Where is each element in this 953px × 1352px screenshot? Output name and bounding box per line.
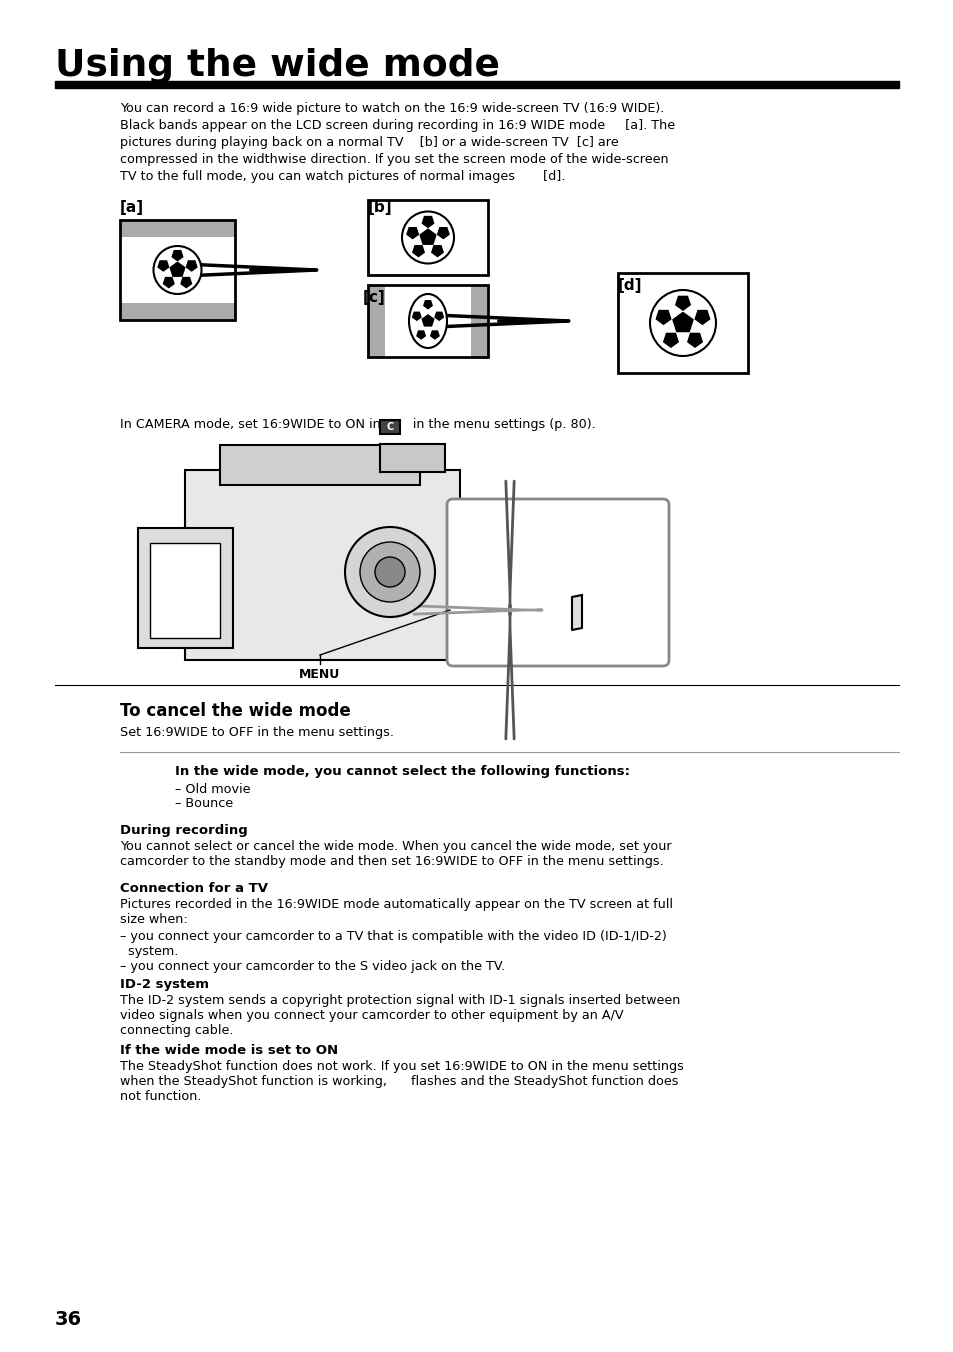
Bar	[55, 81, 898, 88]
Text: size when:: size when:	[120, 913, 188, 926]
Polygon shape	[181, 277, 192, 288]
Text: compressed in the widthwise direction. If you set the screen mode of the wide-sc: compressed in the widthwise direction. I…	[120, 153, 668, 166]
Bar	[379, 420, 399, 434]
Polygon shape	[672, 312, 692, 331]
FancyBboxPatch shape	[447, 499, 668, 667]
Bar	[138, 529, 233, 648]
Polygon shape	[158, 261, 169, 270]
Bar	[368, 285, 488, 357]
Text: when the SteadyShot function is working,      flashes and the SteadyShot functio: when the SteadyShot function is working,…	[120, 1075, 678, 1088]
Polygon shape	[163, 277, 173, 288]
Circle shape	[375, 557, 405, 587]
Bar	[368, 285, 488, 357]
Text: 36: 36	[55, 1310, 82, 1329]
Bar	[450, 635, 468, 641]
Polygon shape	[413, 246, 424, 257]
Text: pictures during playing back on a normal TV    [b] or a wide-screen TV  [c] are: pictures during playing back on a normal…	[120, 137, 618, 149]
Text: system.: system.	[120, 945, 178, 959]
Bar	[185, 470, 459, 660]
Text: In the wide mode, you cannot select the following functions:: In the wide mode, you cannot select the …	[174, 765, 629, 777]
Polygon shape	[695, 311, 709, 324]
Ellipse shape	[649, 289, 716, 356]
Polygon shape	[407, 227, 418, 238]
Text: Pictures recorded in the 16:9WIDE mode automatically appear on the TV screen at : Pictures recorded in the 16:9WIDE mode a…	[120, 898, 672, 911]
Polygon shape	[437, 227, 449, 238]
Bar	[120, 220, 234, 320]
Polygon shape	[572, 595, 581, 630]
Text: To cancel the wide mode: To cancel the wide mode	[120, 702, 351, 721]
Polygon shape	[172, 250, 183, 261]
Text: If the wide mode is set to ON: If the wide mode is set to ON	[120, 1044, 337, 1057]
Circle shape	[345, 527, 435, 617]
Text: TV to the full mode, you can watch pictures of normal images       [d].: TV to the full mode, you can watch pictu…	[120, 170, 565, 183]
Bar	[120, 220, 234, 237]
Polygon shape	[422, 315, 434, 326]
Text: [b]: [b]	[368, 200, 393, 215]
Text: [a]: [a]	[120, 200, 144, 215]
Bar	[368, 285, 385, 357]
Text: Using the wide mode: Using the wide mode	[55, 49, 499, 84]
Polygon shape	[435, 312, 443, 320]
Text: – you connect your camcorder to a TV that is compatible with the video ID (ID-1/: – you connect your camcorder to a TV tha…	[120, 930, 666, 942]
Polygon shape	[432, 246, 443, 257]
Text: – Bounce: – Bounce	[174, 796, 233, 810]
Bar	[471, 285, 488, 357]
Text: The SteadyShot function does not work. If you set 16:9WIDE to ON in the menu set: The SteadyShot function does not work. I…	[120, 1060, 683, 1073]
Text: – Old movie: – Old movie	[174, 783, 251, 796]
Text: [d]: [d]	[618, 279, 641, 293]
Polygon shape	[687, 334, 701, 347]
Polygon shape	[186, 261, 196, 270]
Text: Connection for a TV: Connection for a TV	[120, 882, 268, 895]
Ellipse shape	[409, 293, 447, 347]
Polygon shape	[413, 312, 420, 320]
Bar	[150, 544, 220, 638]
Polygon shape	[419, 230, 436, 245]
Text: C: C	[386, 422, 394, 433]
Bar	[379, 443, 444, 472]
Text: [c]: [c]	[363, 289, 385, 306]
Bar	[220, 445, 419, 485]
Text: In CAMERA mode, set 16:9WIDE to ON in        in the menu settings (p. 80).: In CAMERA mode, set 16:9WIDE to ON in in…	[120, 418, 595, 431]
Polygon shape	[663, 334, 678, 347]
Bar	[450, 596, 468, 602]
Bar	[450, 617, 468, 621]
Bar	[368, 200, 488, 274]
Polygon shape	[422, 216, 434, 227]
Circle shape	[359, 542, 419, 602]
Text: During recording: During recording	[120, 823, 248, 837]
Text: not function.: not function.	[120, 1090, 201, 1103]
Bar	[120, 220, 234, 320]
Bar	[450, 576, 468, 581]
Text: ID-2 system: ID-2 system	[120, 977, 209, 991]
Polygon shape	[170, 262, 185, 276]
Text: The ID-2 system sends a copyright protection signal with ID-1 signals inserted b: The ID-2 system sends a copyright protec…	[120, 994, 679, 1007]
Text: connecting cable.: connecting cable.	[120, 1023, 233, 1037]
Text: camcorder to the standby mode and then set 16:9WIDE to OFF in the menu settings.: camcorder to the standby mode and then s…	[120, 854, 663, 868]
Polygon shape	[431, 331, 438, 339]
Ellipse shape	[153, 246, 201, 293]
Ellipse shape	[401, 211, 454, 264]
Text: video signals when you connect your camcorder to other equipment by an A/V: video signals when you connect your camc…	[120, 1009, 623, 1022]
Text: You can record a 16:9 wide picture to watch on the 16:9 wide-screen TV (16:9 WID: You can record a 16:9 wide picture to wa…	[120, 101, 663, 115]
Text: Black bands appear on the LCD screen during recording in 16:9 WIDE mode     [a].: Black bands appear on the LCD screen dur…	[120, 119, 675, 132]
Polygon shape	[656, 311, 670, 324]
Bar	[618, 273, 747, 373]
Polygon shape	[423, 300, 432, 308]
Polygon shape	[416, 331, 425, 339]
Bar	[120, 303, 234, 320]
Polygon shape	[675, 296, 690, 310]
Text: – you connect your camcorder to the S video jack on the TV.: – you connect your camcorder to the S vi…	[120, 960, 504, 973]
Text: You cannot select or cancel the wide mode. When you cancel the wide mode, set yo: You cannot select or cancel the wide mod…	[120, 840, 671, 853]
Text: Set 16:9WIDE to OFF in the menu settings.: Set 16:9WIDE to OFF in the menu settings…	[120, 726, 394, 740]
Text: MENU: MENU	[299, 668, 340, 681]
